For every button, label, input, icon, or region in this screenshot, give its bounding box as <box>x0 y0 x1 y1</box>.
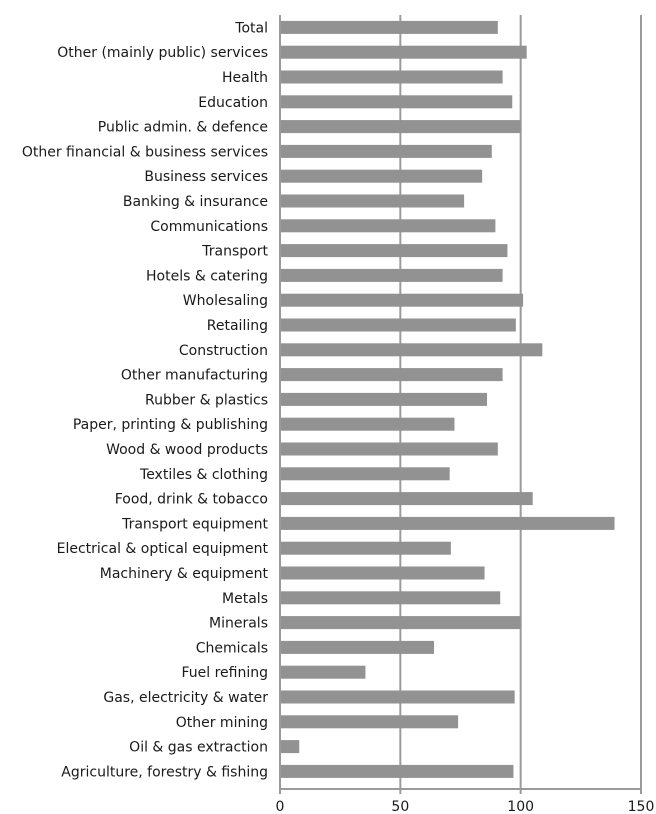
bar-6 <box>280 169 483 183</box>
category-label-29: Oil & gas extraction <box>129 740 268 756</box>
category-labels: Total Other (mainly public) services Healt… <box>22 20 269 780</box>
category-label-27: Gas, electricity & water <box>103 690 268 706</box>
category-label-10: Hotels & catering <box>146 268 268 284</box>
bar-14 <box>280 368 503 382</box>
bar-17 <box>280 442 498 456</box>
bar-23 <box>280 591 501 605</box>
category-label-13: Construction <box>179 343 268 359</box>
bar-30 <box>280 764 514 778</box>
category-label-12: Retailing <box>207 318 268 334</box>
category-label-5: Other financial & business services <box>22 144 268 160</box>
axes <box>279 15 642 794</box>
bar-28 <box>280 715 459 729</box>
category-label-30: Agriculture, forestry & fishing <box>61 764 268 780</box>
bars <box>280 20 615 778</box>
bar-21 <box>280 541 451 555</box>
bar-3 <box>280 95 513 109</box>
bar-24 <box>280 616 521 630</box>
bar-22 <box>280 566 485 580</box>
bar-1 <box>280 45 527 59</box>
bar-12 <box>280 318 516 332</box>
x-tick-labels: 0 50 100 150 <box>276 799 655 814</box>
bar-13 <box>280 343 543 357</box>
category-label-18: Textiles & clothing <box>139 467 268 483</box>
bar-11 <box>280 293 524 307</box>
x-tick-label-150: 150 <box>628 799 655 814</box>
x-tick-label-50: 50 <box>391 799 409 814</box>
category-label-3: Education <box>198 95 268 111</box>
category-label-9: Transport <box>201 244 268 260</box>
category-label-26: Fuel refining <box>181 665 268 681</box>
bar-19 <box>280 492 533 506</box>
bar-18 <box>280 467 450 481</box>
category-label-16: Paper, printing & publishing <box>73 417 268 433</box>
category-label-25: Chemicals <box>196 640 268 656</box>
bar-25 <box>280 640 435 654</box>
category-label-22: Machinery & equipment <box>100 566 269 582</box>
category-label-24: Minerals <box>209 616 268 632</box>
bar-20 <box>280 516 615 530</box>
bar-4 <box>280 120 521 134</box>
category-label-11: Wholesaling <box>183 293 268 309</box>
bar-26 <box>280 665 366 679</box>
category-label-7: Banking & insurance <box>123 194 268 210</box>
bar-8 <box>280 219 496 233</box>
x-tick-label-0: 0 <box>276 799 285 814</box>
x-tick-label-100: 100 <box>507 799 534 814</box>
category-label-23: Metals <box>222 591 268 607</box>
category-label-0: Total <box>234 20 268 36</box>
bar-15 <box>280 392 487 406</box>
category-label-28: Other mining <box>176 715 268 731</box>
category-label-2: Health <box>222 70 268 86</box>
bar-2 <box>280 70 503 84</box>
category-label-15: Rubber & plastics <box>145 392 268 408</box>
category-label-19: Food, drink & tobacco <box>115 492 268 508</box>
category-label-8: Communications <box>150 219 268 235</box>
category-label-20: Transport equipment <box>121 516 268 532</box>
bar-10 <box>280 268 503 282</box>
category-label-1: Other (mainly public) services <box>57 45 268 61</box>
bar-16 <box>280 417 455 431</box>
category-label-21: Electrical & optical equipment <box>57 541 269 557</box>
category-label-14: Other manufacturing <box>121 368 268 384</box>
bar-0 <box>280 20 498 34</box>
category-label-17: Wood & wood products <box>106 442 268 458</box>
category-label-6: Business services <box>144 169 268 185</box>
bar-7 <box>280 194 465 208</box>
bar-29 <box>280 740 300 754</box>
category-label-4: Public admin. & defence <box>98 120 268 136</box>
bar-9 <box>280 244 508 258</box>
bar-5 <box>280 144 492 158</box>
bar-27 <box>280 690 515 704</box>
